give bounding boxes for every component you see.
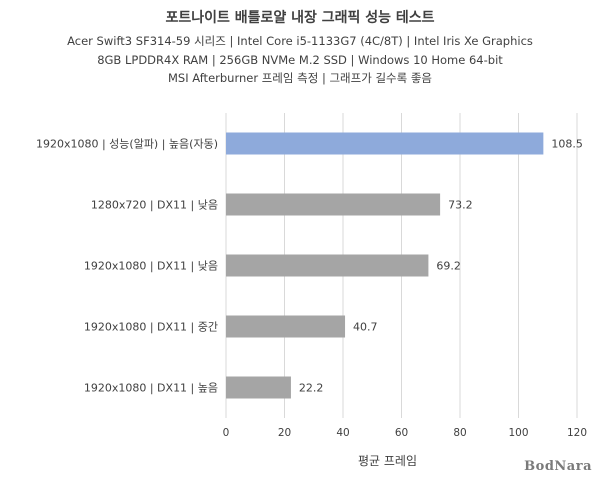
x-tick-label: 40 bbox=[336, 427, 349, 439]
bar bbox=[226, 315, 346, 338]
data-label: 40.7 bbox=[353, 321, 378, 334]
x-tick-label: 120 bbox=[567, 427, 587, 439]
chart-header: 포트나이트 배틀로얄 내장 그래픽 성능 테스트 Acer Swift3 SF3… bbox=[0, 8, 600, 88]
category-label: 1920x1080 | 성능(알파) | 높음(자동) bbox=[36, 137, 218, 151]
bar bbox=[226, 193, 441, 216]
x-tick-label: 100 bbox=[508, 427, 528, 439]
watermark-logo: BodNara bbox=[524, 459, 592, 474]
x-tick-label: 80 bbox=[453, 427, 466, 439]
x-tick-label: 0 bbox=[223, 427, 230, 439]
x-tick-label: 20 bbox=[278, 427, 291, 439]
bar bbox=[226, 376, 291, 399]
bar bbox=[226, 132, 544, 155]
chart-title: 포트나이트 배틀로얄 내장 그래픽 성능 테스트 bbox=[165, 10, 435, 26]
category-label: 1920x1080 | DX11 | 낮음 bbox=[84, 260, 218, 273]
data-label: 69.2 bbox=[436, 260, 461, 273]
data-label: 108.5 bbox=[551, 138, 583, 151]
x-axis-title: 평균 프레임 bbox=[358, 454, 417, 468]
data-label: 22.2 bbox=[299, 382, 324, 395]
category-label: 1280x720 | DX11 | 낮음 bbox=[91, 199, 218, 212]
chart-subtitle-line-1: Acer Swift3 SF314-59 시리즈 | Intel Core i5… bbox=[67, 34, 533, 48]
data-label: 73.2 bbox=[448, 199, 473, 212]
category-label: 1920x1080 | DX11 | 높음 bbox=[84, 382, 218, 395]
chart-subtitle-line-3: MSI Afterburner 프레임 측정 | 그래프가 길수록 좋음 bbox=[167, 71, 433, 85]
bar bbox=[226, 254, 429, 277]
chart-subtitle-line-2: 8GB LPDDR4X RAM | 256GB NVMe M.2 SSD | W… bbox=[97, 52, 503, 67]
category-label: 1920x1080 | DX11 | 중간 bbox=[84, 321, 218, 334]
x-tick-label: 60 bbox=[395, 427, 408, 439]
